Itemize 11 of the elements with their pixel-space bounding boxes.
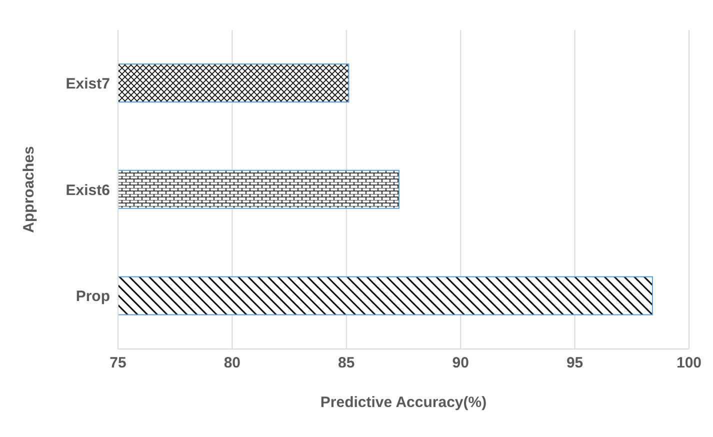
x-tick-label: 100 <box>676 354 702 372</box>
y-tick-label: Exist7 <box>66 75 110 92</box>
x-axis-title: Predictive Accuracy(%) <box>320 394 487 411</box>
x-tick-label: 90 <box>452 354 469 372</box>
x-tick-label: 75 <box>110 354 126 372</box>
y-tick-label: Exist6 <box>66 182 110 199</box>
x-tick-label: 80 <box>224 354 241 372</box>
x-tick-label: 95 <box>566 354 584 372</box>
y-axis-title: Approaches <box>20 146 38 233</box>
x-tick-label: 85 <box>338 354 355 372</box>
y-tick-label: Prop <box>76 288 110 306</box>
